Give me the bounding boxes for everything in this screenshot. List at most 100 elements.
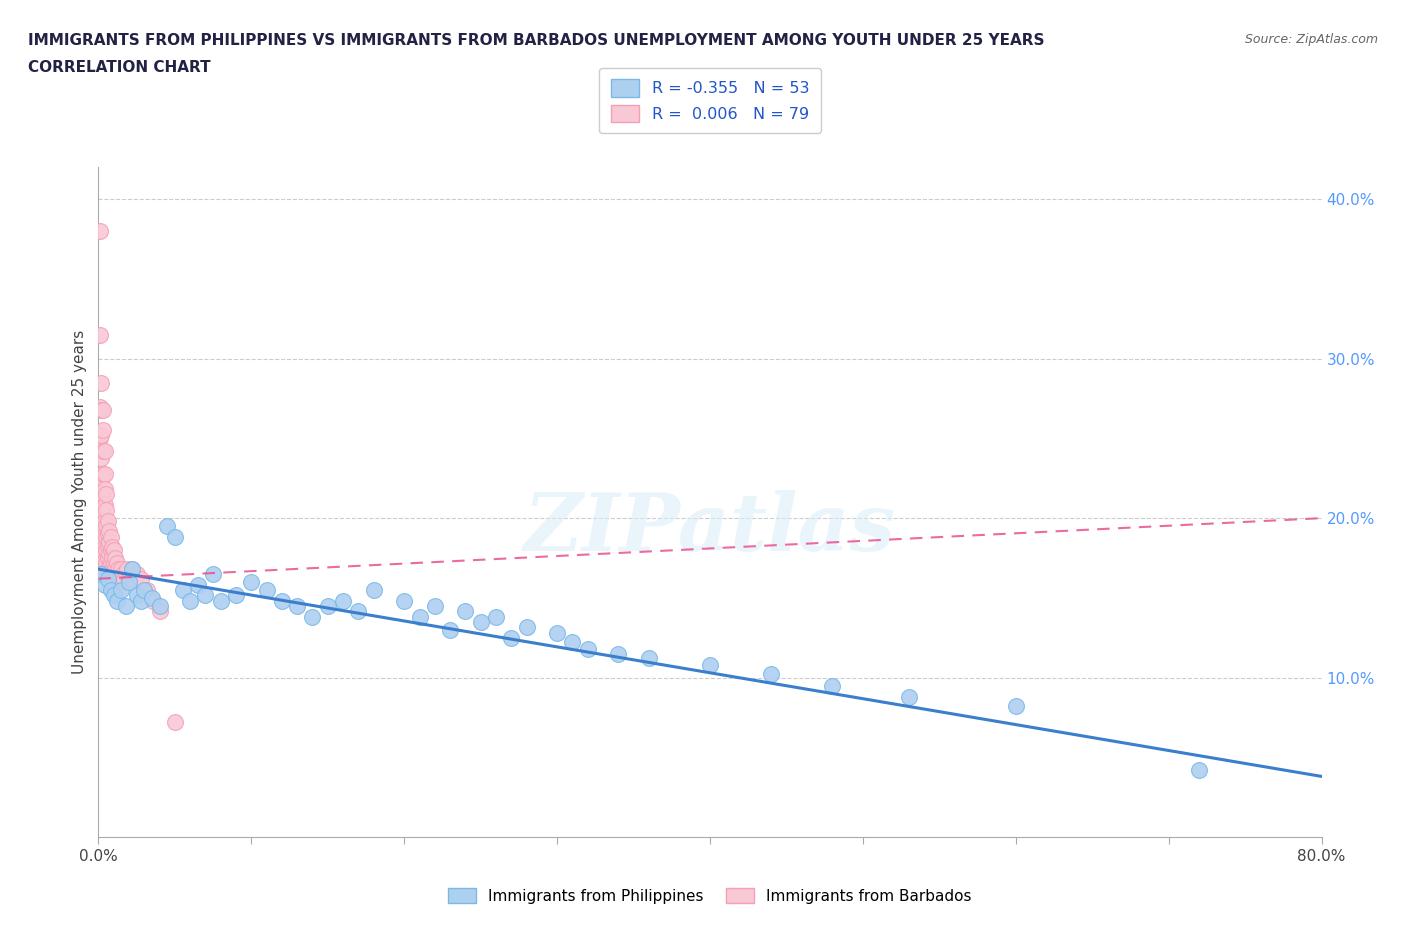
Point <box>97 551 120 565</box>
Point <box>89 431 111 445</box>
Text: ZIPatlas: ZIPatlas <box>524 490 896 567</box>
Point <box>94 517 117 532</box>
Point <box>470 615 492 630</box>
Point <box>90 566 112 581</box>
Point <box>100 542 122 557</box>
Legend: Immigrants from Philippines, Immigrants from Barbados: Immigrants from Philippines, Immigrants … <box>443 882 977 910</box>
Point <box>332 593 354 608</box>
Point <box>91 486 114 501</box>
Point <box>202 566 225 581</box>
Text: Source: ZipAtlas.com: Source: ZipAtlas.com <box>1244 33 1378 46</box>
Point <box>100 530 122 545</box>
Point <box>104 551 127 565</box>
Point <box>100 582 122 597</box>
Point <box>105 566 128 581</box>
Point <box>347 604 370 618</box>
Point <box>576 642 599 657</box>
Point <box>163 530 186 545</box>
Point <box>91 466 114 481</box>
Point <box>93 498 115 512</box>
Point <box>561 635 583 650</box>
Point <box>90 503 112 518</box>
Point <box>100 566 122 581</box>
Point <box>98 559 121 574</box>
Point <box>699 658 721 672</box>
Point <box>98 546 121 561</box>
Point <box>89 224 111 239</box>
Point <box>392 593 416 608</box>
Point <box>110 562 132 577</box>
Point <box>1004 698 1026 713</box>
Point <box>142 593 165 608</box>
Point <box>129 571 152 586</box>
Point <box>94 503 117 518</box>
Point <box>107 562 129 577</box>
Point <box>129 593 152 608</box>
Point <box>103 566 125 581</box>
Point <box>363 582 385 597</box>
Point <box>125 587 148 602</box>
Point <box>110 582 132 597</box>
Point <box>103 555 125 570</box>
Point <box>94 566 117 581</box>
Point <box>91 533 114 548</box>
Point <box>454 604 477 618</box>
Point <box>91 444 114 458</box>
Point <box>408 609 430 624</box>
Point <box>93 514 115 529</box>
Point <box>90 471 112 485</box>
Point <box>90 450 112 465</box>
Point <box>100 555 122 570</box>
Point <box>285 598 308 613</box>
Point <box>94 486 117 501</box>
Point <box>93 539 115 554</box>
Point <box>607 646 630 661</box>
Point <box>301 609 323 624</box>
Point <box>89 327 111 342</box>
Point <box>546 626 568 641</box>
Point <box>98 524 121 538</box>
Point <box>89 399 111 414</box>
Point <box>115 566 138 581</box>
Point <box>485 609 508 624</box>
Point <box>93 552 115 567</box>
Point <box>115 598 138 613</box>
Point <box>94 542 117 557</box>
Point <box>187 578 209 592</box>
Point <box>270 593 292 608</box>
Point <box>172 582 194 597</box>
Point <box>111 566 134 581</box>
Point <box>112 571 135 586</box>
Point <box>93 482 115 497</box>
Point <box>91 403 114 418</box>
Point <box>149 598 172 613</box>
Point <box>93 578 115 592</box>
Point <box>125 566 148 581</box>
Point <box>179 593 201 608</box>
Point <box>101 562 124 577</box>
Point <box>121 562 143 577</box>
Point <box>209 593 232 608</box>
Text: IMMIGRANTS FROM PHILIPPINES VS IMMIGRANTS FROM BARBADOS UNEMPLOYMENT AMONG YOUTH: IMMIGRANTS FROM PHILIPPINES VS IMMIGRANT… <box>28 33 1045 47</box>
Point <box>90 403 112 418</box>
Point <box>97 514 120 529</box>
Point <box>108 566 131 581</box>
Point <box>97 539 120 554</box>
Point <box>256 582 278 597</box>
Point <box>136 582 159 597</box>
Point <box>240 575 263 590</box>
Point <box>108 578 131 592</box>
Point <box>90 428 112 443</box>
Point <box>97 526 120 541</box>
Point <box>117 562 139 577</box>
Point <box>93 526 115 541</box>
Point <box>91 546 114 561</box>
Point <box>821 678 844 693</box>
Point <box>93 444 115 458</box>
Point <box>90 519 112 534</box>
Point <box>91 555 114 570</box>
Point <box>156 519 179 534</box>
Point <box>97 571 120 586</box>
Point <box>90 486 112 501</box>
Point <box>439 622 461 637</box>
